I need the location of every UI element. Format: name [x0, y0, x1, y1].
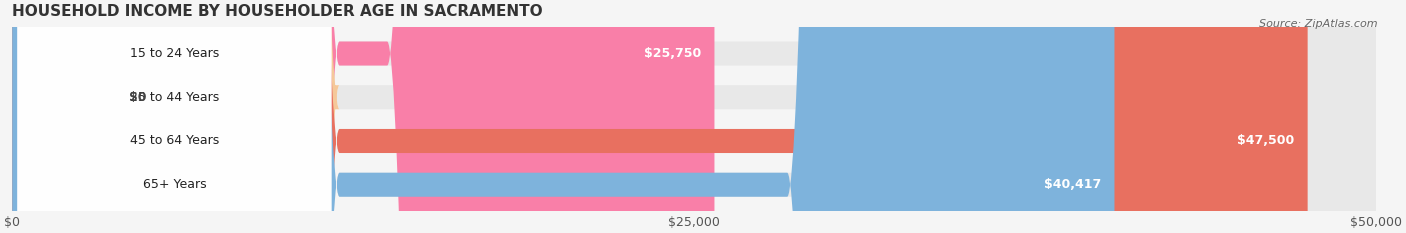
Text: 45 to 64 Years: 45 to 64 Years — [129, 134, 219, 147]
Text: $47,500: $47,500 — [1237, 134, 1294, 147]
Text: $0: $0 — [129, 91, 148, 104]
FancyBboxPatch shape — [18, 0, 332, 233]
Text: 15 to 24 Years: 15 to 24 Years — [129, 47, 219, 60]
FancyBboxPatch shape — [13, 0, 1376, 233]
Text: 25 to 44 Years: 25 to 44 Years — [129, 91, 219, 104]
FancyBboxPatch shape — [13, 0, 714, 233]
FancyBboxPatch shape — [13, 0, 1376, 233]
FancyBboxPatch shape — [18, 0, 332, 233]
FancyBboxPatch shape — [18, 0, 332, 233]
FancyBboxPatch shape — [13, 0, 1376, 233]
Text: 65+ Years: 65+ Years — [142, 178, 207, 191]
Text: $40,417: $40,417 — [1043, 178, 1101, 191]
FancyBboxPatch shape — [18, 0, 332, 233]
FancyBboxPatch shape — [13, 0, 1115, 233]
Text: $25,750: $25,750 — [644, 47, 700, 60]
FancyBboxPatch shape — [0, 0, 339, 233]
Text: HOUSEHOLD INCOME BY HOUSEHOLDER AGE IN SACRAMENTO: HOUSEHOLD INCOME BY HOUSEHOLDER AGE IN S… — [13, 4, 543, 19]
Text: Source: ZipAtlas.com: Source: ZipAtlas.com — [1260, 19, 1378, 29]
FancyBboxPatch shape — [13, 0, 1376, 233]
FancyBboxPatch shape — [13, 0, 1308, 233]
